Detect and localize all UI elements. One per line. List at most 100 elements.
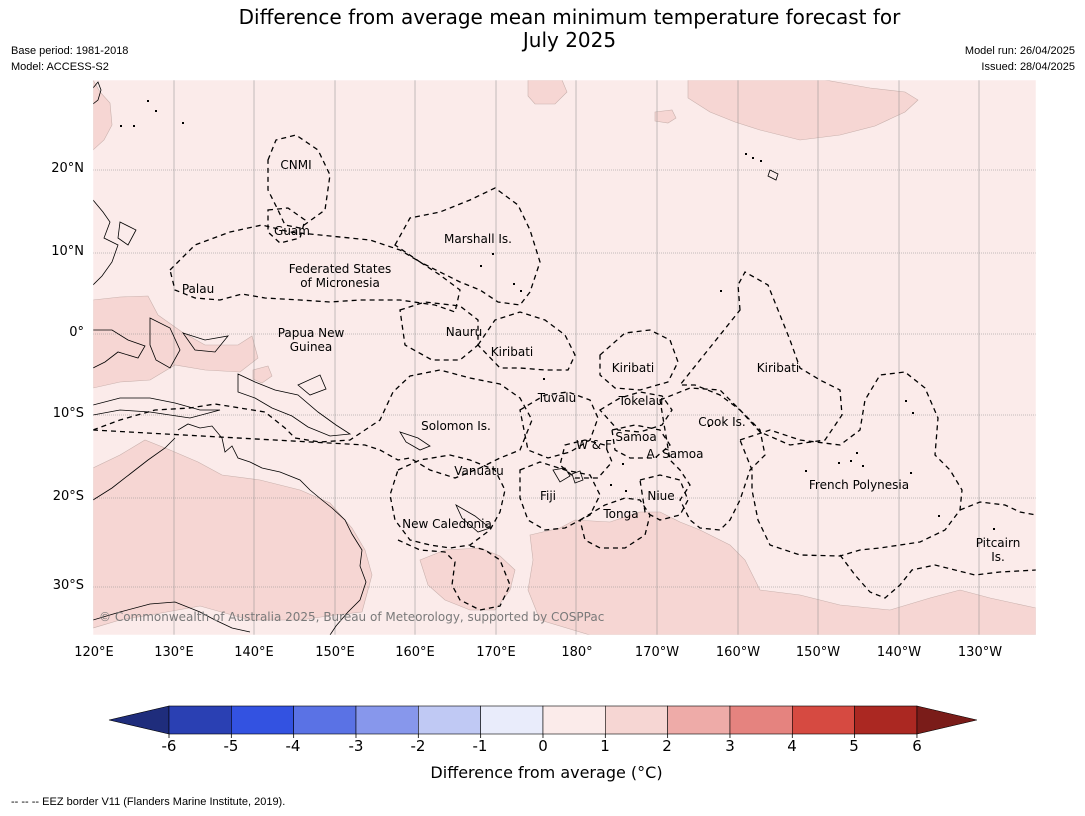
- place-label-pitcairn-line2: Is.: [991, 550, 1005, 564]
- lon-label-150e: 150°E: [315, 645, 355, 660]
- map-layers: [93, 80, 1036, 635]
- coastline: [117, 221, 137, 246]
- colorbar-tick-label: -1: [472, 737, 488, 755]
- anomaly-region: [93, 439, 373, 629]
- place-label-wallis-futuna: W & F: [576, 438, 612, 452]
- place-label-kiribati-central: Kiribati: [611, 361, 655, 375]
- colorbar-segment: [605, 705, 668, 735]
- place-label-american-samoa: A. Samoa: [646, 447, 704, 461]
- colorbar-segment: [729, 705, 793, 735]
- place-label-pitcairn-line1: Pitcairn: [975, 536, 1021, 550]
- lat-label-20n: 20°N: [51, 161, 84, 176]
- place-label-png-line2: Guinea: [289, 340, 333, 354]
- eez-footnote: -- -- -- EEZ border V11 (Flanders Marine…: [11, 796, 286, 808]
- eez-guam: [267, 207, 306, 244]
- coastline: [399, 431, 431, 451]
- anomaly-region: [527, 80, 568, 105]
- metadata-left: Base period: 1981-2018 Model: ACCESS-S2: [11, 43, 128, 75]
- place-label-new-caledonia: New Caledonia: [402, 517, 492, 531]
- coastline: [93, 397, 221, 419]
- colorbar-title: Difference from average (°C): [430, 763, 663, 782]
- title-line-1: Difference from average mean minimum tem…: [238, 5, 901, 29]
- eez-newcal-south: [397, 539, 511, 611]
- coastlines: [93, 81, 779, 635]
- lon-label-170w: 170°W: [634, 645, 680, 660]
- colorbar-tick-label: -5: [223, 737, 239, 755]
- eez-cook: [659, 387, 766, 531]
- eez-cnmi: [267, 134, 331, 229]
- coastline: [552, 467, 571, 483]
- model-run: Model run: 26/04/2025: [964, 45, 1075, 57]
- colorbar-extend-high: [916, 705, 978, 735]
- coastline-australia: [93, 437, 176, 501]
- colorbar-tick-label: 3: [725, 737, 735, 755]
- colorbar-extend-low: [108, 705, 170, 735]
- coastline: [181, 332, 229, 353]
- coastline: [297, 374, 327, 396]
- place-label-fiji: Fiji: [539, 489, 557, 503]
- issued-date: Issued: 28/04/2025: [981, 61, 1075, 73]
- lon-label-170e: 170°E: [476, 645, 516, 660]
- anomaly-region: [687, 80, 919, 141]
- colorbar-tick-label: 5: [849, 737, 859, 755]
- lon-label-160e: 160°E: [395, 645, 435, 660]
- eez-kiribati-west: [477, 311, 576, 371]
- anomaly-region: [527, 511, 1036, 635]
- colorbar-tick-label: -6: [161, 737, 177, 755]
- eez-kiribati-central: [599, 329, 679, 391]
- place-label-palau: Palau: [181, 282, 215, 296]
- chart-title: Difference from average mean minimum tem…: [0, 6, 1085, 52]
- eez-vanuatu-newcal: [389, 454, 506, 549]
- eez-tonga: [579, 497, 651, 549]
- anomaly-region: [93, 295, 259, 389]
- place-label-vanuatu: Vanuatu: [454, 464, 504, 478]
- lon-label-180: 180°: [561, 645, 593, 660]
- place-label-solomon: Solomon Is.: [421, 419, 491, 433]
- place-label-guam: Guam: [274, 224, 310, 238]
- colorbar-segment: [293, 705, 357, 735]
- eez-samoa: [611, 424, 671, 459]
- place-label-marshall: Marshall Is.: [444, 232, 512, 246]
- coastline-australia: [93, 601, 251, 633]
- coastline: [767, 169, 779, 181]
- lat-label-20s: 20°S: [52, 489, 84, 504]
- place-label-french-polynesia: French Polynesia: [808, 478, 910, 492]
- eez-pitcairn-south: [839, 554, 1036, 599]
- grid-lines: [93, 80, 1036, 635]
- eez-french-polynesia: [739, 371, 963, 557]
- base-period: Base period: 1981-2018: [11, 45, 129, 57]
- eez-wallis-futuna: [559, 439, 613, 479]
- lat-label-10n: 10°N: [51, 244, 84, 259]
- eez-png-solomon: [93, 369, 533, 479]
- eez-tokelau: [598, 391, 673, 433]
- island-dots: [120, 100, 995, 530]
- colorbar-tick-label: -2: [410, 737, 426, 755]
- lon-label-140e: 140°E: [234, 645, 274, 660]
- place-label-tonga: Tonga: [603, 507, 639, 521]
- colorbar-segment: [418, 705, 481, 735]
- anomaly-1-to-2-regions: [93, 80, 1036, 635]
- coastline: [93, 199, 119, 286]
- lon-label-120e: 120°E: [74, 645, 114, 660]
- coastline: [93, 329, 146, 369]
- eez-marshall: [394, 187, 541, 306]
- coastline: [571, 470, 584, 484]
- place-label-samoa: Samoa: [615, 430, 657, 444]
- coastline: [455, 504, 491, 533]
- colorbar-tick-label: 4: [787, 737, 797, 755]
- place-label-cook: Cook Is.: [698, 415, 746, 429]
- place-label-tuvalu: Tuvalu: [537, 391, 577, 405]
- map-frame: [92, 79, 1037, 636]
- colorbar-segment: [791, 705, 855, 735]
- colorbar-tick-label: 2: [662, 737, 672, 755]
- colorbar-segment: [168, 705, 232, 735]
- title-line-2: July 2025: [522, 28, 617, 52]
- anomaly-region: [252, 365, 273, 384]
- anomaly-region: [419, 547, 516, 611]
- eez-tuvalu: [519, 391, 599, 459]
- lat-label-10s: 10°S: [52, 406, 84, 421]
- lon-label-130e: 130°E: [154, 645, 194, 660]
- colorbar-segment: [667, 705, 731, 735]
